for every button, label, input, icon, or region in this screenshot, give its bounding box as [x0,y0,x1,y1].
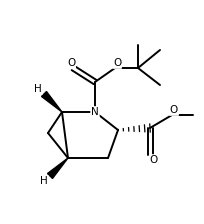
Text: O: O [113,58,121,68]
Polygon shape [48,158,68,179]
Text: O: O [170,105,178,115]
Text: N: N [91,107,99,117]
Text: H: H [40,176,48,186]
Polygon shape [42,92,62,112]
Text: O: O [67,58,75,68]
Text: H: H [34,84,42,94]
Text: O: O [150,155,158,165]
